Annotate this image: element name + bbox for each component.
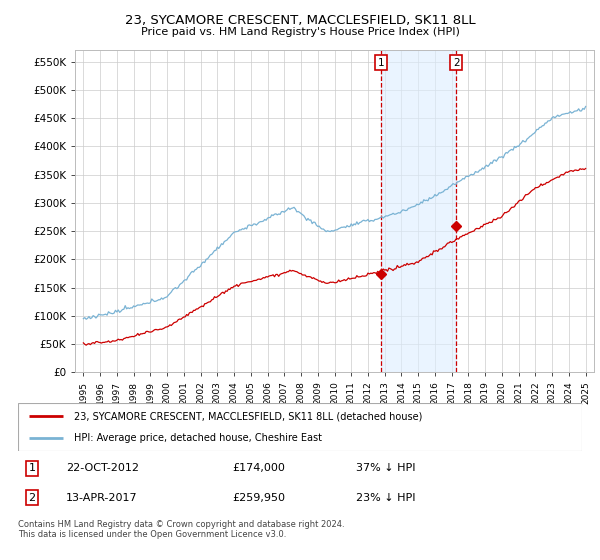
Text: 1: 1 (29, 463, 35, 473)
Text: Price paid vs. HM Land Registry's House Price Index (HPI): Price paid vs. HM Land Registry's House … (140, 27, 460, 37)
Text: 1: 1 (378, 58, 385, 68)
Text: £259,950: £259,950 (232, 493, 286, 503)
Text: £174,000: £174,000 (232, 463, 285, 473)
Text: 2: 2 (29, 493, 35, 503)
Bar (382, 50, 456, 372)
Text: Contains HM Land Registry data © Crown copyright and database right 2024.
This d: Contains HM Land Registry data © Crown c… (18, 520, 344, 539)
Text: 37% ↓ HPI: 37% ↓ HPI (356, 463, 416, 473)
Text: 2: 2 (453, 58, 460, 68)
Text: HPI: Average price, detached house, Cheshire East: HPI: Average price, detached house, Ches… (74, 433, 322, 443)
FancyBboxPatch shape (18, 403, 582, 451)
Text: 23% ↓ HPI: 23% ↓ HPI (356, 493, 416, 503)
Text: 23, SYCAMORE CRESCENT, MACCLESFIELD, SK11 8LL (detached house): 23, SYCAMORE CRESCENT, MACCLESFIELD, SK1… (74, 411, 423, 421)
Text: 22-OCT-2012: 22-OCT-2012 (66, 463, 139, 473)
Text: 13-APR-2017: 13-APR-2017 (66, 493, 137, 503)
Text: 23, SYCAMORE CRESCENT, MACCLESFIELD, SK11 8LL: 23, SYCAMORE CRESCENT, MACCLESFIELD, SK1… (125, 14, 475, 27)
